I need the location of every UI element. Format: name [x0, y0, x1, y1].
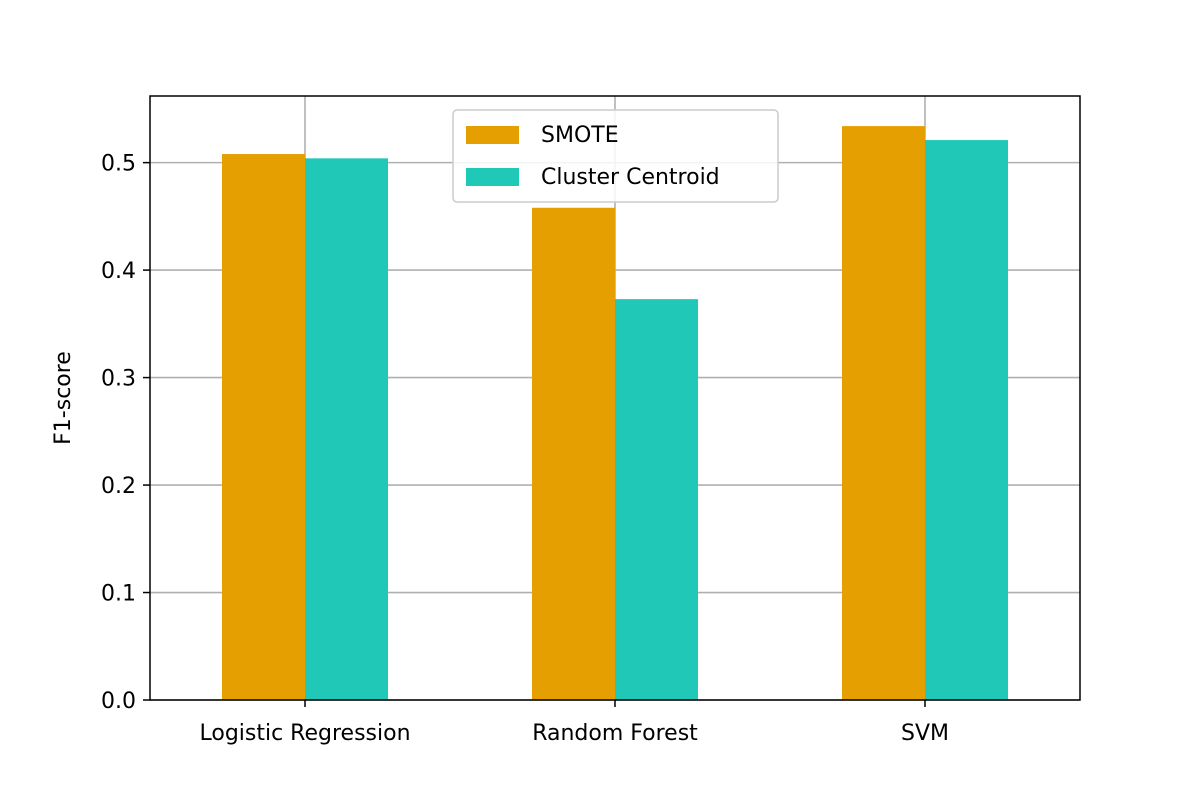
bar-cluster-centroid: [925, 140, 1008, 700]
x-tick-label: Logistic Regression: [199, 721, 410, 746]
legend-box: [452, 109, 779, 203]
legend: SMOTE Cluster Centroid: [452, 109, 779, 203]
legend-swatch: [466, 168, 519, 186]
y-tick-label: 0.1: [101, 582, 136, 607]
x-axis: Logistic Regression Random Forest SVM: [199, 700, 949, 746]
bar-smote: [532, 207, 615, 700]
y-axis: 0.0 0.1 0.2 0.3 0.4 0.5: [101, 152, 150, 714]
legend-label: SMOTE: [541, 123, 619, 148]
y-tick-label: 0.0: [101, 689, 136, 714]
bar-cluster-centroid: [615, 299, 698, 700]
x-tick-label: SVM: [901, 721, 949, 746]
legend-label: Cluster Centroid: [541, 165, 720, 190]
bars: [222, 126, 1008, 700]
y-tick-label: 0.2: [101, 474, 136, 499]
bar-smote: [842, 126, 925, 700]
y-tick-label: 0.3: [101, 367, 136, 392]
y-tick-label: 0.4: [101, 259, 136, 284]
y-tick-label: 0.5: [101, 152, 136, 177]
x-tick-label: Random Forest: [532, 721, 698, 746]
bar-smote: [222, 154, 305, 700]
bar-cluster-centroid: [305, 158, 388, 700]
legend-swatch: [466, 126, 519, 144]
y-axis-label: F1-score: [51, 351, 76, 445]
